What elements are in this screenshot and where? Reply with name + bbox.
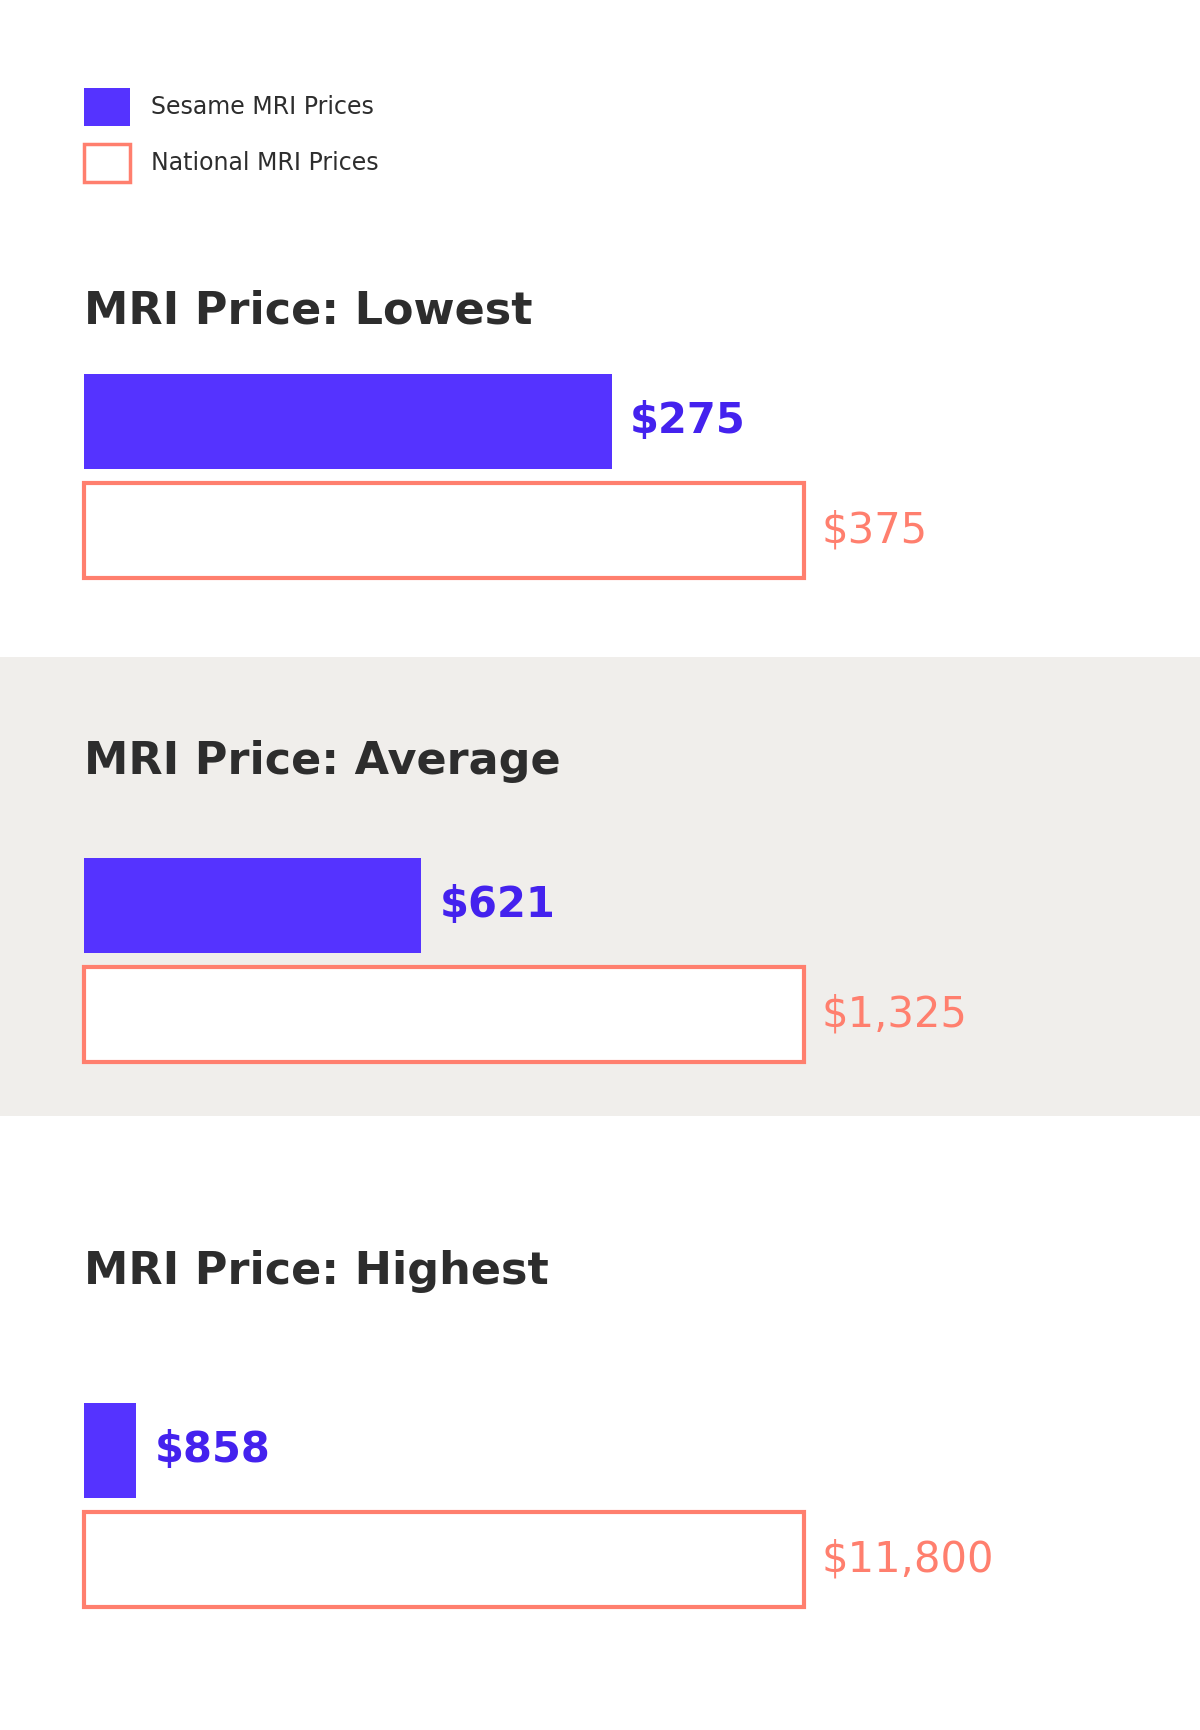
Text: $11,800: $11,800	[822, 1538, 995, 1579]
Bar	[84, 374, 612, 469]
Text: $621: $621	[439, 884, 556, 927]
Bar	[84, 967, 804, 1062]
Bar	[0, 208, 1200, 614]
Text: MRI Price: Highest: MRI Price: Highest	[84, 1251, 548, 1292]
Text: MRI Price: Lowest: MRI Price: Lowest	[84, 291, 533, 332]
Text: $1,325: $1,325	[822, 993, 968, 1036]
Bar	[0, 657, 1200, 1116]
Bar	[84, 483, 804, 578]
Bar	[84, 88, 130, 126]
Bar	[0, 1168, 1200, 1678]
Text: $275: $275	[630, 400, 745, 443]
Text: Sesame MRI Prices: Sesame MRI Prices	[151, 95, 374, 119]
Text: $858: $858	[155, 1429, 270, 1470]
Bar	[84, 1512, 804, 1607]
Text: $375: $375	[822, 509, 928, 552]
Text: National MRI Prices: National MRI Prices	[151, 151, 379, 175]
Bar	[84, 1403, 137, 1498]
Bar	[84, 144, 130, 182]
Text: MRI Price: Average: MRI Price: Average	[84, 740, 560, 782]
Bar	[84, 858, 421, 953]
